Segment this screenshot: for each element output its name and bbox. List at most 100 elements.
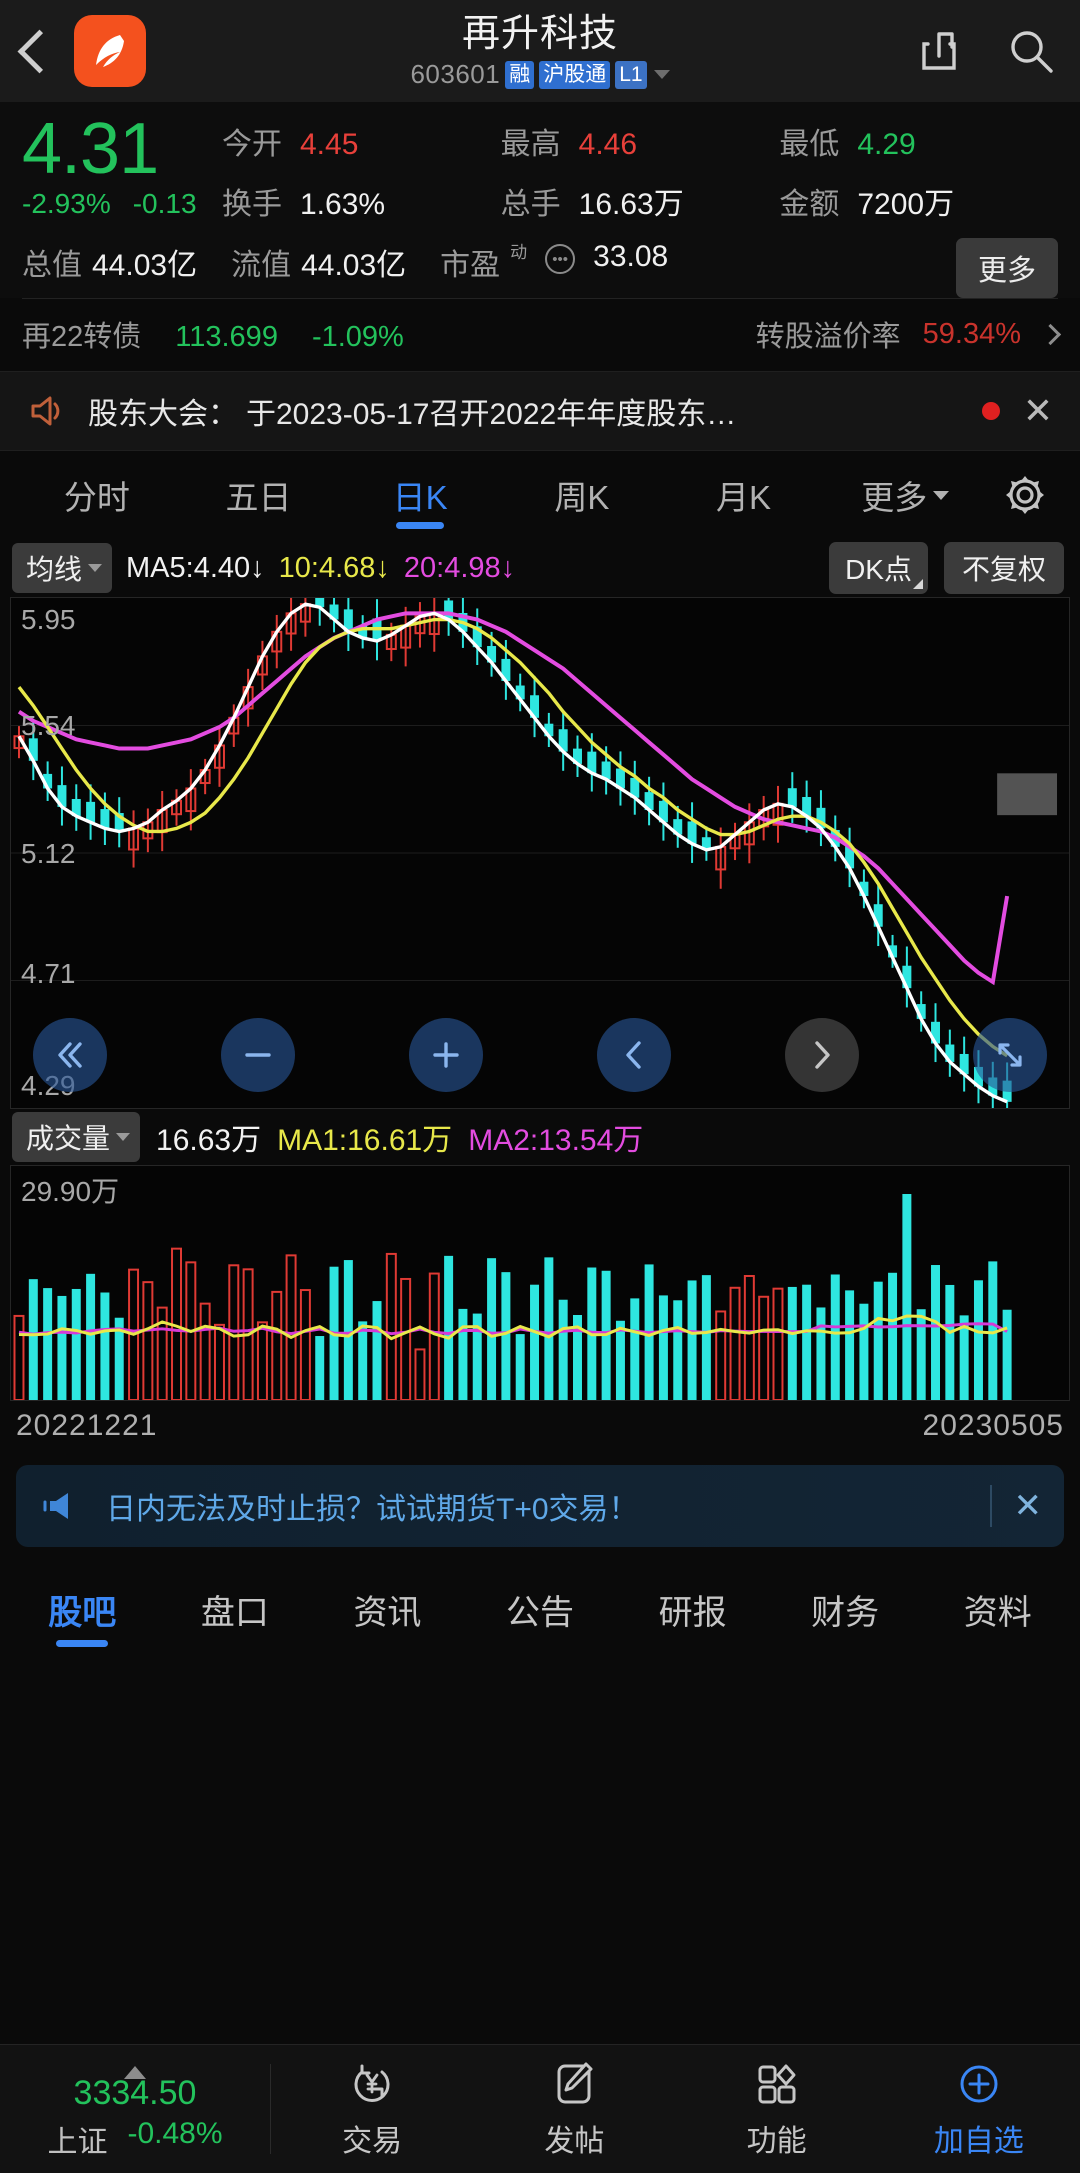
stat-value: 4.29 xyxy=(857,128,916,161)
volume-value: 16.63万 xyxy=(156,1124,262,1157)
tab-fenshi[interactable]: 分时 xyxy=(63,479,130,516)
volume-chart[interactable]: 29.90万 xyxy=(10,1165,1070,1401)
bond-right[interactable]: 转股溢价率 59.34% xyxy=(755,313,1062,355)
bond-price: 113.699 xyxy=(175,321,278,353)
ma20-value: 20:4.98↓ xyxy=(403,551,516,584)
search-button[interactable] xyxy=(1004,24,1058,78)
volume-selector-label: 成交量 xyxy=(26,1123,111,1154)
collapse-left-button[interactable] xyxy=(33,1018,107,1092)
ma10-value: 10:4.68↓ xyxy=(278,551,390,584)
stat-value: 1.63% xyxy=(300,188,386,221)
stat-high: 最高 4.46 xyxy=(501,119,780,163)
volume-ma2: MA2:13.54万 xyxy=(468,1124,644,1157)
tag-hk-connect: 沪股通 xyxy=(539,60,611,89)
gear-icon xyxy=(1006,476,1045,514)
action-label: 功能 xyxy=(746,2125,807,2158)
info-dots-icon[interactable]: ••• xyxy=(545,244,576,274)
promo-banner[interactable]: 日内无法及时止损？试试期货T+0交易！ ✕ xyxy=(16,1465,1064,1547)
notice-banner[interactable]: 股东大会： 于2023-05-17召开2022年年度股东… ✕ xyxy=(0,371,1080,451)
tab-wuri[interactable]: 五日 xyxy=(225,479,292,516)
stat-label: 最低 xyxy=(779,128,840,161)
tab-yanbao[interactable]: 研报 xyxy=(658,1593,727,1632)
price-chart[interactable]: 5.95 5.54 5.12 4.71 4.29 xyxy=(10,597,1070,1109)
yuan-refresh-icon xyxy=(354,2064,390,2102)
tab-pankou[interactable]: 盘口 xyxy=(200,1593,269,1632)
quote-price-block: 4.31 -2.93% -0.13 xyxy=(22,112,222,220)
tab-monthly-k[interactable]: 月K xyxy=(716,479,772,516)
action-post[interactable]: 发帖 xyxy=(473,2058,675,2160)
index-value: 3334.50 xyxy=(73,2073,197,2112)
tag-l1: L1 xyxy=(615,60,647,89)
adjust-type-button[interactable]: 不复权 xyxy=(943,542,1064,594)
more-button[interactable]: 更多 xyxy=(955,238,1058,298)
quote-stats-grid: 今开 4.45 最高 4.46 最低 4.29 换手 1.63% 总手 16 xyxy=(222,112,1058,230)
share-button[interactable] xyxy=(912,24,966,78)
stat-turnover: 换手 1.63% xyxy=(222,179,501,223)
chevron-down-icon[interactable] xyxy=(653,70,670,79)
collapse-up-icon[interactable] xyxy=(124,2065,146,2079)
stat-market-cap: 总值 44.03亿 xyxy=(22,240,197,284)
tab-daily-k[interactable]: 日K xyxy=(339,451,501,539)
page-title: 再升科技 xyxy=(461,13,618,55)
fullscreen-button[interactable] xyxy=(973,1018,1047,1092)
dk-point-button[interactable]: DK点 xyxy=(829,542,928,594)
volume-selector-button[interactable]: 成交量 xyxy=(12,1112,141,1162)
stat-open: 今开 4.45 xyxy=(222,119,501,163)
ma-selector-button[interactable]: 均线 xyxy=(12,543,113,593)
stat-value: 44.03亿 xyxy=(92,249,198,282)
y-axis-label-0: 5.95 xyxy=(21,604,76,635)
app-header: 再升科技 603601 融 沪股通 L1 xyxy=(0,0,1080,102)
close-icon[interactable]: ✕ xyxy=(1013,1487,1043,1525)
post-list-peek-left xyxy=(18,1655,27,1689)
stock-code-row[interactable]: 603601 融 沪股通 L1 xyxy=(410,59,670,90)
quote-main-row: 4.31 -2.93% -0.13 今开 4.45 最高 4.46 最低 4.2… xyxy=(22,112,1058,230)
bond-name: 再22转债 xyxy=(22,321,142,353)
megaphone-icon xyxy=(43,1493,68,1519)
index-summary[interactable]: 3334.50 上证 -0.48% xyxy=(0,2058,270,2161)
dk-point-label: DK点 xyxy=(845,554,912,585)
stat-label: 最高 xyxy=(500,128,561,161)
bond-left: 再22转债 113.699 -1.09% xyxy=(22,313,404,355)
stat-label: 今开 xyxy=(222,128,282,161)
pan-left-button[interactable] xyxy=(597,1018,671,1092)
index-name: 上证 xyxy=(47,2125,108,2159)
grid-shapes-icon xyxy=(758,2064,796,2104)
corner-marker-icon xyxy=(912,579,923,589)
chart-date-axis: 20221221 20230505 xyxy=(0,1401,1080,1443)
chevron-down-icon xyxy=(88,564,103,572)
stat-pe-ratio[interactable]: 市盈 动 ••• 33.08 xyxy=(440,240,668,284)
tab-more[interactable]: 更多 xyxy=(824,451,986,539)
action-trade[interactable]: 交易 xyxy=(271,2058,473,2160)
content-tabs: 股吧 盘口 资讯 公告 研报 财务 资料 xyxy=(0,1563,1080,1655)
stock-code: 603601 xyxy=(410,59,501,89)
tab-gonggao[interactable]: 公告 xyxy=(506,1593,575,1632)
post-list-peek[interactable] xyxy=(0,1655,1080,1689)
quote-panel: 4.31 -2.93% -0.13 今开 4.45 最高 4.46 最低 4.2… xyxy=(0,102,1080,298)
stat-label: 金额 xyxy=(779,188,840,221)
y-axis-label-3: 4.71 xyxy=(21,958,76,989)
unread-dot xyxy=(982,402,1000,420)
current-price: 4.31 xyxy=(22,109,159,189)
close-icon[interactable]: ✕ xyxy=(1022,390,1054,431)
post-list-peek-right xyxy=(1053,1655,1062,1689)
tab-guba[interactable]: 股吧 xyxy=(6,1563,159,1655)
date-start: 20221221 xyxy=(16,1409,158,1442)
stat-float-cap: 流值 44.03亿 xyxy=(231,240,406,284)
convertible-bond-row[interactable]: 再22转债 113.699 -1.09% 转股溢价率 59.34% xyxy=(0,299,1080,371)
tab-weekly-k[interactable]: 周K xyxy=(554,479,610,516)
y-axis-label-1: 5.54 xyxy=(21,710,76,741)
zoom-out-button[interactable] xyxy=(221,1018,295,1092)
change-percent: -2.93% xyxy=(22,188,111,219)
back-button[interactable] xyxy=(0,0,70,102)
action-functions[interactable]: 功能 xyxy=(676,2058,878,2160)
action-add-watchlist[interactable]: 加自选 xyxy=(878,2058,1080,2160)
pan-right-button[interactable] xyxy=(785,1018,859,1092)
zoom-in-button[interactable] xyxy=(409,1018,483,1092)
premium-label: 转股溢价率 xyxy=(755,321,901,353)
chart-settings-button[interactable] xyxy=(986,470,1064,520)
action-label: 加自选 xyxy=(933,2125,1024,2158)
tab-zixun[interactable]: 资讯 xyxy=(353,1593,422,1632)
tab-ziliao[interactable]: 资料 xyxy=(963,1593,1032,1632)
tab-caiwu[interactable]: 财务 xyxy=(811,1593,880,1632)
change-absolute: -0.13 xyxy=(132,188,197,219)
